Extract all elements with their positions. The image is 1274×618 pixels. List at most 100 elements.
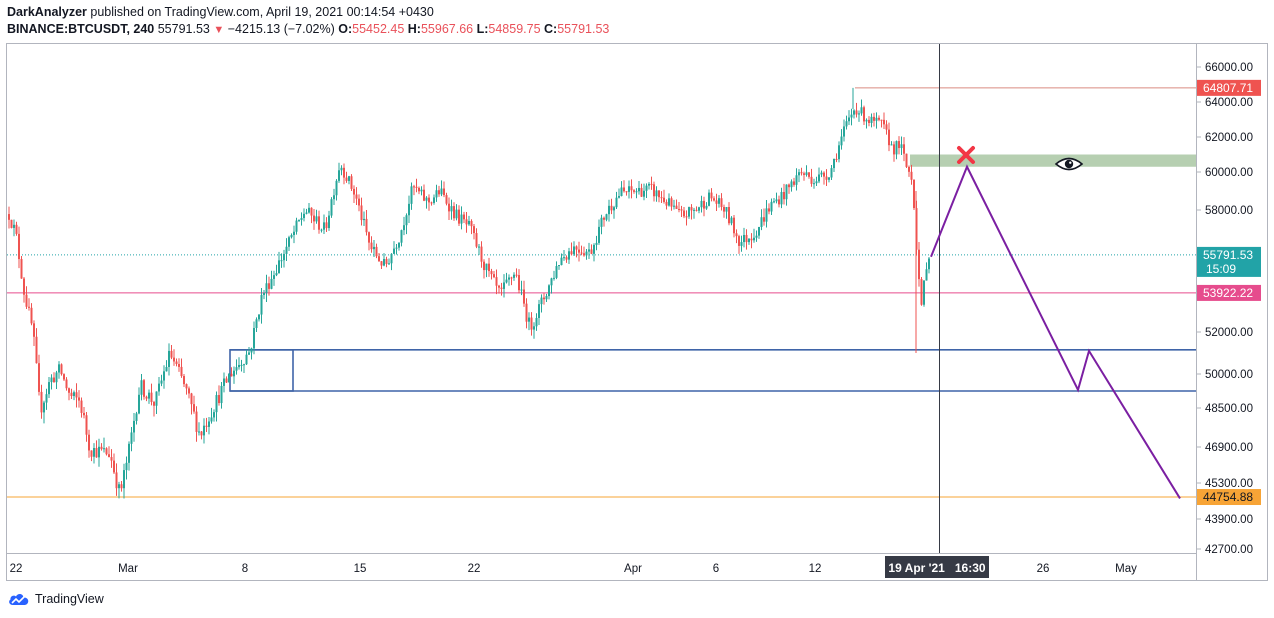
candle-body [235,367,238,371]
candle-body [435,190,438,198]
candle-body [195,411,198,432]
candle-body [413,186,415,188]
candle-body [865,119,868,122]
candle-body [108,454,110,458]
candle-body [340,167,343,171]
candle-body [538,304,540,318]
candle-body [38,363,40,392]
candle-body [233,370,235,377]
resistance-zone[interactable] [910,154,1196,167]
candle-body [95,447,98,458]
candle-body [498,285,500,288]
y-tick-label: 48500.00 [1205,403,1253,415]
candle-body [905,153,908,167]
candle-body [118,484,120,489]
candle-body [15,224,18,234]
price-change: −4215.13 (−7.02%) [227,22,335,36]
candle-body [895,141,898,155]
candle-body [63,374,65,380]
candle-body [73,392,75,397]
candle-body [25,294,28,307]
candle-body [45,394,48,403]
candle-body [873,116,875,121]
x-tick-label: 22 [468,563,481,575]
candle-body [693,209,695,211]
candle-body [428,197,430,203]
candle-body [828,177,830,180]
candle-body [363,218,365,221]
candle-body [243,364,245,366]
candle-body [475,233,478,247]
candle-body [215,395,218,413]
candle-body [525,303,528,322]
candle-body [583,253,585,256]
candle-body [405,215,408,226]
candle-body [563,257,565,259]
candle-body [225,378,228,383]
candle-body [8,214,10,220]
candle-body [808,172,810,177]
y-tick-label: 58000.00 [1205,205,1253,217]
candle-body [575,246,578,250]
candle-body [370,242,373,250]
candle-body [860,107,863,114]
candle-body [685,216,688,218]
candle-body [670,198,673,207]
candle-body [353,188,355,195]
candle-body [700,200,703,208]
candle-body [750,238,753,241]
author-name[interactable]: DarkAnalyzer [7,5,87,19]
candle-body [33,323,35,337]
candle-body [355,194,358,199]
tradingview-cloud-icon [9,593,29,605]
candle-body [780,191,783,205]
candle-body [308,207,310,213]
candle-body [123,470,125,489]
candle-body [918,249,920,280]
candle-body [350,176,353,189]
candle-body [445,195,448,204]
candle-body [285,246,288,254]
candle-body [455,209,458,219]
candle-body [773,201,775,203]
candle-body [928,258,930,270]
candle-body [893,144,895,155]
candle-body [628,186,630,192]
candle-body [128,443,130,463]
candle-body [630,186,633,191]
y-tick-label: 50000.00 [1205,369,1253,381]
candle-body [408,203,410,216]
candle-body [375,246,378,257]
candle-body [850,114,853,118]
candle-body [248,352,250,355]
footer-brand[interactable]: TradingView [7,591,104,607]
candle-body [613,207,615,211]
low-value: 54859.75 [488,22,541,36]
candle-body [875,117,878,121]
x-tick-label: 26 [1037,563,1050,575]
countdown-label: 15:09 [1206,262,1236,276]
candle-body [925,269,928,281]
candle-body [610,205,613,211]
candle-body [740,242,743,246]
candle-body [500,287,503,289]
candle-body [648,183,650,186]
candle-body [223,378,225,386]
candle-body [330,199,333,216]
candle-body [135,413,138,421]
projection-path[interactable] [930,164,1181,499]
candle-body [510,277,513,279]
ohlc-legend: BINANCE:BTCUSDT, 240 55791.53 ▼ −4215.13… [7,22,609,36]
demand-zone-box[interactable] [229,349,294,392]
candle-body [813,183,815,185]
candle-body [443,188,445,196]
candle-body [785,184,788,200]
candle-body [240,364,243,366]
candle-body [880,119,883,121]
candle-body [20,259,23,279]
candle-body [830,168,833,178]
candle-body [733,217,735,234]
candle-body [278,260,280,274]
candle-body [228,373,230,383]
